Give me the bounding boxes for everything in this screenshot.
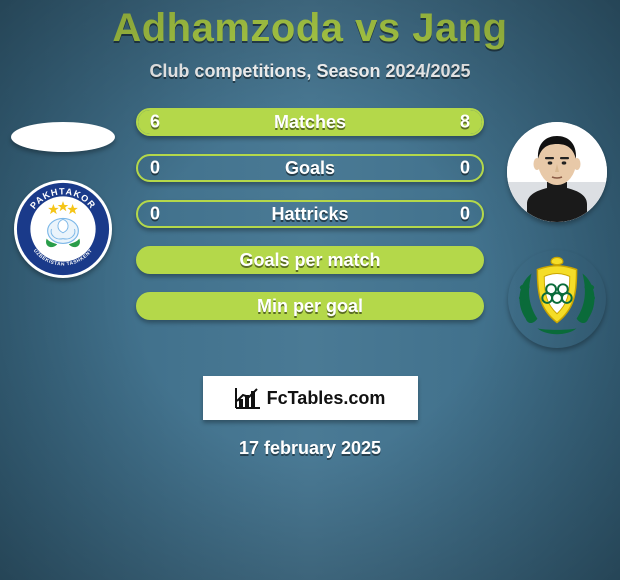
stat-value-right: 0 (460, 204, 470, 225)
brand-chart-icon (235, 387, 261, 409)
stat-value-right: 8 (460, 112, 470, 133)
club-right-badge (508, 250, 606, 348)
stat-bar: Goals 0 0 (136, 154, 484, 182)
player-face-icon (507, 122, 607, 222)
stat-bar: Matches 6 8 (136, 108, 484, 136)
main-area: PAKHTAKOR UZBEKISTAN TASHKENT (0, 108, 620, 358)
stat-bar: Hattricks 0 0 (136, 200, 484, 228)
left-column: PAKHTAKOR UZBEKISTAN TASHKENT (8, 108, 118, 278)
comparison-card: Adhamzoda vs Jang Club competitions, Sea… (0, 0, 620, 580)
stat-label: Hattricks (271, 204, 348, 225)
brand-badge[interactable]: FcTables.com (203, 376, 418, 420)
club-left-badge: PAKHTAKOR UZBEKISTAN TASHKENT (14, 180, 112, 278)
subtitle: Club competitions, Season 2024/2025 (0, 61, 620, 82)
stat-bar: Min per goal (136, 292, 484, 320)
player-right-avatar (507, 122, 607, 222)
stat-value-left: 0 (150, 158, 160, 179)
date-text: 17 february 2025 (0, 438, 620, 459)
stat-label: Matches (274, 112, 346, 133)
stat-label: Goals (285, 158, 335, 179)
player-left-avatar-placeholder (11, 122, 115, 152)
stat-fill-left (138, 110, 286, 134)
pakhtakor-badge-icon: PAKHTAKOR UZBEKISTAN TASHKENT (15, 181, 111, 277)
stat-label: Goals per match (239, 250, 380, 271)
page-title: Adhamzoda vs Jang (0, 0, 620, 51)
stat-label: Min per goal (257, 296, 363, 317)
stat-bars: Matches 6 8 Goals 0 0 Hattricks 0 0 Goals per mat… (136, 108, 484, 320)
right-column (502, 108, 612, 348)
stat-value-right: 0 (460, 158, 470, 179)
algharafa-badge-icon (508, 250, 606, 348)
stat-value-left: 0 (150, 204, 160, 225)
stat-bar: Goals per match (136, 246, 484, 274)
stat-value-left: 6 (150, 112, 160, 133)
brand-text: FcTables.com (267, 388, 386, 409)
